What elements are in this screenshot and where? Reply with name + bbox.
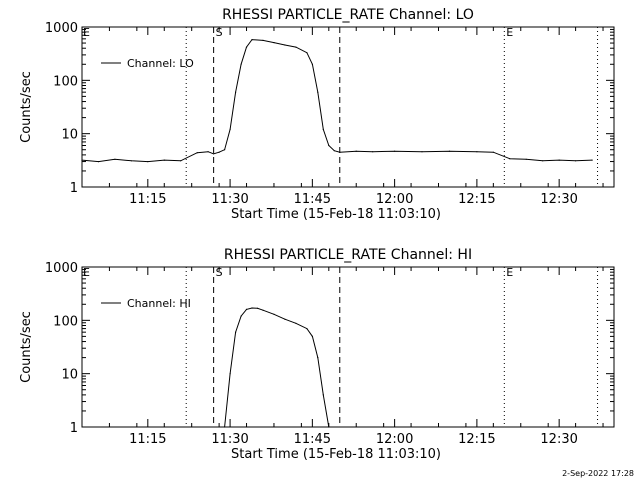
data-point	[306, 52, 308, 54]
data-point	[97, 161, 100, 163]
data-point	[229, 128, 231, 130]
data-point	[328, 144, 330, 147]
plot-frame	[81, 26, 615, 188]
data-point	[273, 313, 275, 315]
data-point	[245, 46, 248, 48]
x-tick-label: 12:30	[540, 432, 577, 447]
x-tick-label: 11:30	[211, 192, 248, 207]
data-point	[333, 150, 335, 152]
y-tick-label: 1000	[45, 21, 78, 36]
x-tick-label: 12:15	[458, 192, 495, 207]
data-point	[542, 160, 544, 162]
x-axis-label: Start Time (15-Feb-18 11:03:10)	[231, 447, 441, 462]
chart-panel-hi: RHESSI PARTICLE_RATE Channel: HI 1 10 100 10…	[19, 247, 615, 462]
chart-title: RHESSI PARTICLE_RATE Channel: LO	[222, 7, 474, 23]
y-axis-label: Counts/sec	[19, 311, 34, 383]
data-point	[218, 151, 220, 153]
data-point	[256, 307, 259, 309]
data-point	[421, 151, 423, 153]
x-tick-label: 12:30	[540, 192, 577, 207]
data-point	[328, 426, 330, 428]
data-point	[372, 151, 374, 153]
data-point	[322, 394, 324, 396]
data-point	[251, 39, 253, 41]
y-tick-label: 1000	[45, 261, 78, 276]
data-point	[130, 160, 132, 162]
data-point	[558, 159, 560, 161]
y-tick-label: 10	[61, 128, 78, 143]
data-point	[448, 150, 451, 152]
y-tick-label: 10	[61, 368, 78, 383]
data-point	[306, 328, 308, 330]
y-tick-label: 100	[53, 74, 78, 89]
data-point	[114, 158, 116, 160]
x-tick-label: 11:30	[211, 432, 248, 447]
chart-panel-lo: RHESSI PARTICLE_RATE Channel: LO 1 10 100 10…	[19, 7, 615, 222]
x-tick-label: 12:00	[376, 192, 413, 207]
data-point	[180, 160, 182, 162]
data-point	[322, 128, 324, 130]
data-point	[240, 315, 242, 317]
data-point	[355, 150, 357, 152]
data-point	[311, 63, 313, 65]
data-point	[163, 159, 165, 161]
data-point	[81, 159, 83, 161]
x-tick-label: 12:00	[376, 432, 413, 447]
data-point	[273, 42, 275, 44]
data-point	[213, 153, 215, 155]
data-point	[311, 335, 313, 337]
data-point	[147, 161, 149, 163]
data-point	[575, 160, 577, 162]
marker-label: S	[216, 26, 223, 39]
data-point	[509, 158, 511, 160]
x-tick-label: 11:45	[294, 432, 331, 447]
marker-label: E	[83, 26, 90, 39]
data-point	[229, 373, 231, 375]
data-point	[525, 158, 527, 160]
data-point	[251, 307, 253, 309]
data-point	[196, 152, 198, 154]
plot-frame	[81, 266, 615, 428]
legend-label: Channel: LO	[127, 57, 194, 70]
data-point	[394, 150, 396, 152]
data-point	[224, 149, 226, 151]
data-point	[295, 322, 297, 324]
x-axis-label: Start Time (15-Feb-18 11:03:10)	[231, 207, 441, 222]
data-point	[591, 159, 593, 161]
data-point	[317, 91, 319, 93]
x-tick-label: 11:15	[129, 432, 166, 447]
y-axis-label: Counts/sec	[19, 71, 34, 143]
data-point	[339, 151, 341, 153]
legend-label: Channel: HI	[127, 297, 191, 310]
data-point	[284, 44, 286, 46]
data-point	[295, 46, 297, 48]
data-point	[235, 331, 237, 333]
marker-label: E	[83, 266, 90, 279]
data-point	[240, 63, 242, 65]
y-tick-label: 1	[70, 181, 78, 196]
data-point	[284, 318, 286, 320]
x-tick-label: 11:45	[294, 192, 331, 207]
data-point	[262, 309, 264, 311]
chart-title: RHESSI PARTICLE_RATE Channel: HI	[224, 247, 472, 263]
y-tick-label: 100	[53, 314, 78, 329]
x-tick-label: 11:15	[129, 192, 166, 207]
marker-label: E	[506, 26, 513, 39]
data-point	[207, 151, 209, 153]
marker-label: E	[506, 266, 513, 279]
y-tick-label: 1	[70, 421, 78, 436]
marker-label: S	[216, 266, 223, 279]
x-tick-label: 12:15	[458, 432, 495, 447]
data-point	[245, 308, 248, 310]
footer-timestamp: 2-Sep-2022 17:28	[562, 469, 634, 478]
data-point	[317, 357, 319, 359]
series-line	[224, 307, 330, 428]
data-point	[492, 151, 494, 153]
data-point	[262, 39, 264, 42]
data-point	[476, 151, 478, 153]
data-point	[224, 426, 226, 428]
data-point	[235, 91, 237, 93]
